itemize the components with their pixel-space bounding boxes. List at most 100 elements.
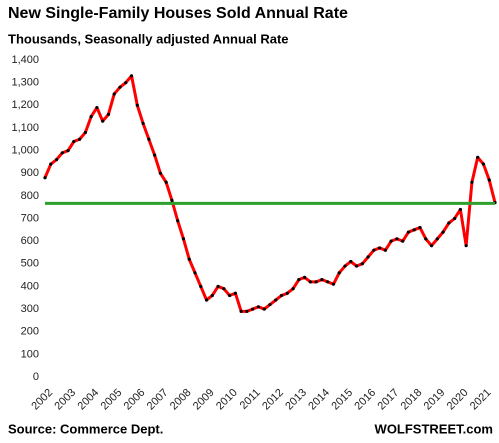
point [320,278,324,282]
point [43,176,47,180]
point [349,259,353,264]
point [297,278,301,282]
point [233,291,237,295]
point [256,305,261,309]
y-tick-label: 100 [21,348,39,360]
point [447,221,451,225]
point [141,121,145,125]
point [464,244,468,248]
point [268,302,272,307]
x-tick-label: 2002 [29,387,55,413]
point [412,228,416,232]
point [228,293,232,298]
point [372,248,376,252]
point [124,81,128,85]
point [89,115,93,119]
point [72,139,76,144]
x-tick-label: 2012 [260,387,286,413]
y-tick-label: 1,400 [11,54,39,66]
x-tick-label: 2013 [283,387,309,413]
point [222,287,226,291]
point [129,74,134,78]
y-tick-label: 900 [21,167,39,179]
x-tick-label: 2016 [352,387,378,413]
series-line [43,74,497,313]
point [285,291,289,295]
point [291,287,295,291]
brand: WOLFSTREET.com [375,421,493,436]
point [424,237,428,241]
y-tick-label: 800 [21,190,39,202]
point [481,162,486,166]
y-tick-label: 400 [21,280,39,292]
y-tick-label: 600 [21,235,39,247]
point [383,248,387,252]
point [176,219,180,223]
point [158,171,162,175]
point [204,298,209,302]
y-tick-label: 700 [21,212,39,224]
point [83,130,87,135]
y-tick-label: 0 [33,371,39,383]
point [331,282,336,286]
x-tick-label: 2017 [376,387,402,413]
source: Source: Commerce Dept. [8,421,163,436]
y-tick-label: 500 [21,258,39,270]
point [395,237,399,241]
point [418,225,422,230]
point [181,237,186,241]
point [476,155,480,159]
y-tick-label: 1,100 [11,122,39,134]
point [435,237,439,241]
point [95,105,99,110]
x-tick-label: 2003 [52,387,78,413]
x-tick-label: 2008 [168,387,194,413]
point [164,180,168,184]
point [101,119,105,123]
point [147,137,151,141]
point [303,275,307,279]
chart-subtitle: Thousands, Seasonally adjusted Annual Ra… [8,31,289,46]
y-tick-label: 200 [21,326,39,338]
y-tick-label: 300 [21,303,39,315]
x-tick-label: 2014 [306,387,332,413]
point [337,271,341,275]
x-tick-label: 2011 [238,387,263,412]
point [453,216,457,221]
point [245,309,249,313]
point [118,85,122,89]
x-tick-label: 2009 [191,387,217,413]
point [106,112,111,116]
x-tick-label: 2020 [445,387,471,413]
point [441,230,445,234]
point [360,262,364,266]
point [487,178,491,182]
point [193,271,197,275]
point [326,280,330,284]
point [153,153,157,157]
point [135,103,139,107]
point [187,257,191,261]
point [251,307,255,311]
y-tick-label: 1,200 [11,99,39,111]
point [54,158,59,162]
point [314,280,318,284]
point [429,244,434,248]
point [112,92,116,96]
point [279,293,284,298]
x-tick-label: 2006 [122,387,148,413]
point [406,230,411,234]
point [239,309,243,313]
point [216,284,220,289]
point [458,207,462,212]
point [401,239,405,243]
y-tick-label: 1,300 [11,77,39,89]
chart-title: New Single-Family Houses Sold Annual Rat… [8,5,348,22]
point [366,255,370,259]
x-tick-label: 2015 [329,387,355,413]
point [78,137,82,141]
point [60,151,64,155]
point [354,264,359,268]
point [343,264,347,268]
